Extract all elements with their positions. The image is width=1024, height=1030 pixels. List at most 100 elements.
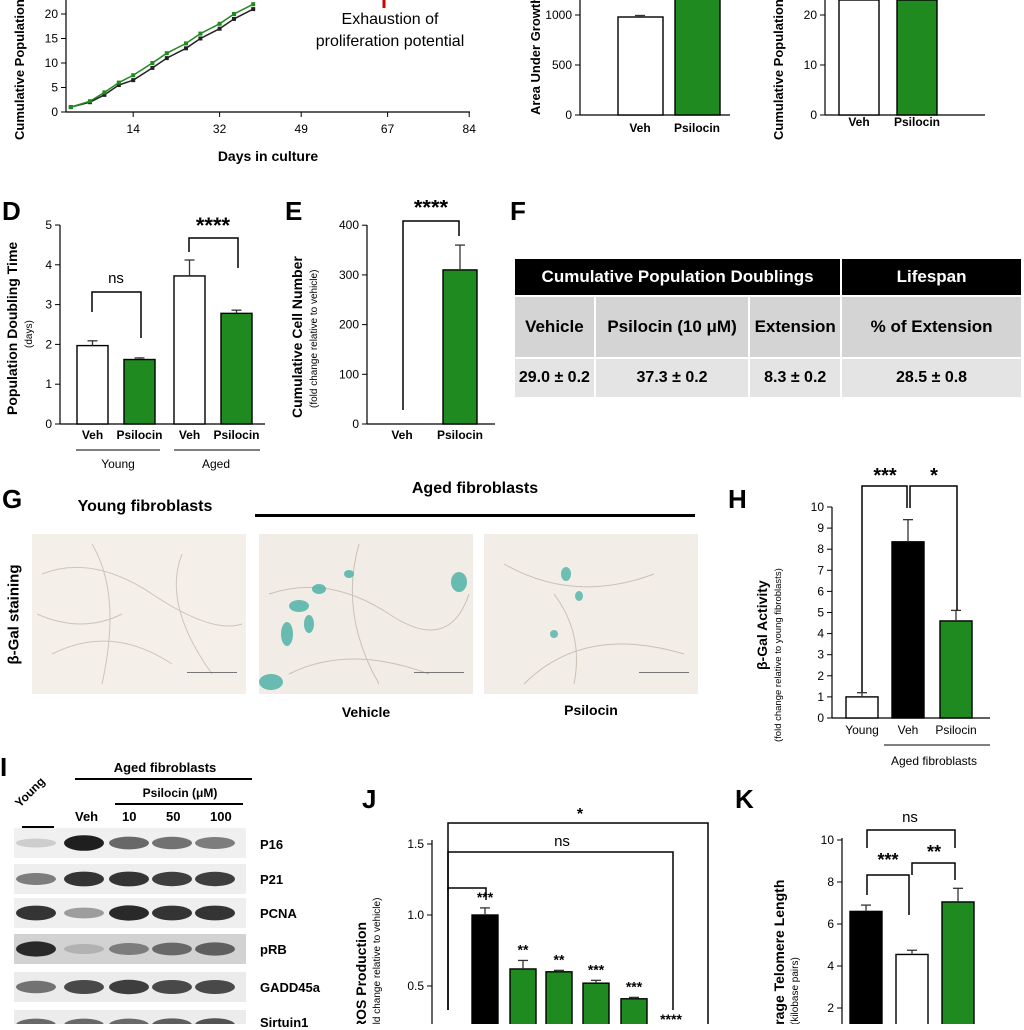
panel-a-point bbox=[131, 73, 136, 78]
panel-c-x-label: Veh bbox=[848, 115, 869, 129]
panel-g-side-label: β-Gal staining bbox=[5, 564, 23, 665]
panel-c-bar bbox=[838, 0, 880, 116]
panel-b-x-label: Veh bbox=[629, 121, 650, 135]
blot-band bbox=[195, 942, 235, 956]
panel-e-bracket bbox=[402, 220, 460, 410]
panel-a-point bbox=[251, 7, 256, 12]
panel-j-yunit: (fold change relative to vehicle) bbox=[372, 898, 383, 1024]
panel-j-mid-sig: ns bbox=[554, 833, 570, 850]
panel-d-y-tick-label: 5 bbox=[45, 218, 52, 232]
panel-letter-h: H bbox=[728, 484, 747, 514]
panel-k-bracket-2 bbox=[911, 862, 956, 880]
panel-c-y-tick-label: 10 bbox=[804, 58, 818, 72]
panel-i-aged-line bbox=[75, 778, 252, 780]
panel-k-sig-top: ns bbox=[902, 809, 918, 826]
panel-h-bar bbox=[939, 620, 973, 719]
panel-j-ylabel: ROS Production bbox=[353, 922, 369, 1024]
panel-a-annotation-line1: Exhaustion of bbox=[342, 11, 440, 28]
panel-j-sig: ** bbox=[554, 951, 565, 967]
panel-letter-k: K bbox=[735, 784, 754, 814]
blot-band bbox=[152, 905, 192, 921]
panel-k-y-tick-label: 8 bbox=[827, 875, 834, 889]
panel-a-point bbox=[198, 31, 203, 36]
panel-c-bar bbox=[896, 0, 938, 116]
panel-j-bar bbox=[582, 982, 610, 1024]
panel-a-point bbox=[198, 36, 203, 41]
panel-i-young-label: Young bbox=[12, 774, 48, 810]
panel-a-x-tick-label: 49 bbox=[295, 122, 309, 136]
table-val-pct-extension: 28.5 ± 0.8 bbox=[842, 359, 1021, 397]
blot-band bbox=[109, 905, 149, 921]
panel-a-growth-curve: Cumulative Population Doublings 0 5 10 15 20… bbox=[12, 0, 476, 164]
panel-d-yunit: (days) bbox=[24, 320, 35, 348]
scale-bar bbox=[414, 672, 464, 673]
panel-k-telomere: Average Telomere Length (kilobase pairs)… bbox=[771, 809, 975, 1024]
panel-a-point bbox=[217, 21, 222, 26]
panel-a-x-tick-label: 67 bbox=[381, 122, 395, 136]
panel-a-point bbox=[251, 2, 256, 7]
panel-h-bar bbox=[845, 696, 879, 719]
panel-h-yunit: (fold change relative to young fibroblas… bbox=[773, 568, 784, 742]
panel-d-bracket-aged bbox=[188, 237, 239, 268]
panel-a-y-tick-label: 15 bbox=[45, 32, 59, 46]
panel-d-x-label: Veh bbox=[82, 428, 103, 442]
panel-e-x-label: Veh bbox=[391, 428, 412, 442]
panel-a-point bbox=[184, 41, 188, 46]
panel-g-psilocin-label: Psilocin bbox=[564, 702, 618, 718]
panel-d-group-aged: Aged bbox=[202, 457, 230, 471]
panel-a-point bbox=[131, 78, 136, 83]
protein-label-prb: pRB bbox=[260, 942, 287, 957]
panel-a-point bbox=[164, 56, 169, 61]
panel-j-bracket-small bbox=[447, 887, 487, 900]
panel-k-bar bbox=[895, 953, 929, 1024]
blot-band bbox=[16, 905, 56, 921]
blot-band bbox=[16, 941, 56, 957]
table-sub-psilocin: Psilocin (10 μM) bbox=[595, 297, 749, 357]
panel-f-table: Cumulative Population Doublings Lifespan… bbox=[513, 257, 1023, 399]
panel-h-y-tick-label: 1 bbox=[817, 690, 824, 704]
panel-d-doubling-time: Population Doubling Time (days) 0 1 2 3 4 5 V… bbox=[4, 213, 265, 471]
blot-band bbox=[109, 1018, 149, 1024]
panel-d-y-tick-label: 3 bbox=[45, 298, 52, 312]
panel-c-y-tick-label: 0 bbox=[810, 108, 817, 122]
panel-b-x-label: Psilocin bbox=[674, 121, 720, 135]
panel-e-y-tick-label: 400 bbox=[339, 218, 359, 232]
panel-g-vehicle-label: Vehicle bbox=[341, 704, 391, 720]
panel-k-sig-2: ** bbox=[927, 842, 941, 862]
protein-label-p21: P21 bbox=[260, 872, 284, 887]
table-sub-extension: Extension bbox=[750, 297, 841, 357]
panel-j-bar bbox=[471, 914, 499, 1024]
cell-texture-aged-psilocin bbox=[503, 563, 685, 685]
panel-h-y-tick-label: 6 bbox=[817, 584, 824, 598]
panel-d-sig-young: ns bbox=[108, 270, 124, 287]
panel-a-point bbox=[150, 65, 155, 70]
blot-band bbox=[16, 1018, 56, 1024]
blot-band bbox=[152, 980, 192, 994]
panel-k-bar bbox=[941, 901, 975, 1024]
panel-a-annotation-line2: proliferation potential bbox=[316, 33, 465, 50]
panel-k-bracket-1 bbox=[866, 874, 910, 915]
panel-a-xlabel: Days in culture bbox=[218, 148, 319, 164]
panel-a-y-tick-label: 10 bbox=[45, 56, 59, 70]
panel-a-point bbox=[150, 61, 155, 65]
blot-band bbox=[64, 1018, 104, 1024]
panel-b-area-under-curve: Area Under Growth Curve 0 500 1000 Veh Psil… bbox=[528, 0, 730, 135]
panel-g-aged-title: Aged fibroblasts bbox=[411, 480, 539, 497]
lane-label-veh: Veh bbox=[75, 809, 99, 824]
panel-d-bar bbox=[173, 275, 206, 425]
panel-h-x-label: Veh bbox=[898, 723, 919, 737]
panel-d-y-tick-label: 1 bbox=[45, 377, 52, 391]
panel-d-y-tick-label: 4 bbox=[45, 258, 52, 272]
panel-d-bar bbox=[76, 344, 109, 425]
panel-i-psilocin-line bbox=[115, 803, 243, 805]
cell-texture-aged-vehicle bbox=[259, 543, 470, 690]
panel-h-bar bbox=[891, 541, 925, 719]
panel-k-bar bbox=[849, 910, 883, 1024]
blot-band bbox=[195, 980, 235, 994]
panel-j-y-tick-label: 1.0 bbox=[407, 908, 424, 922]
panel-h-group-label: Aged fibroblasts bbox=[891, 754, 977, 768]
panel-h-y-tick-label: 4 bbox=[817, 627, 824, 641]
panel-j-top-sig: * bbox=[577, 806, 584, 823]
panel-j-y-tick-label: 1.5 bbox=[407, 837, 424, 851]
panel-b-bar bbox=[674, 0, 721, 116]
